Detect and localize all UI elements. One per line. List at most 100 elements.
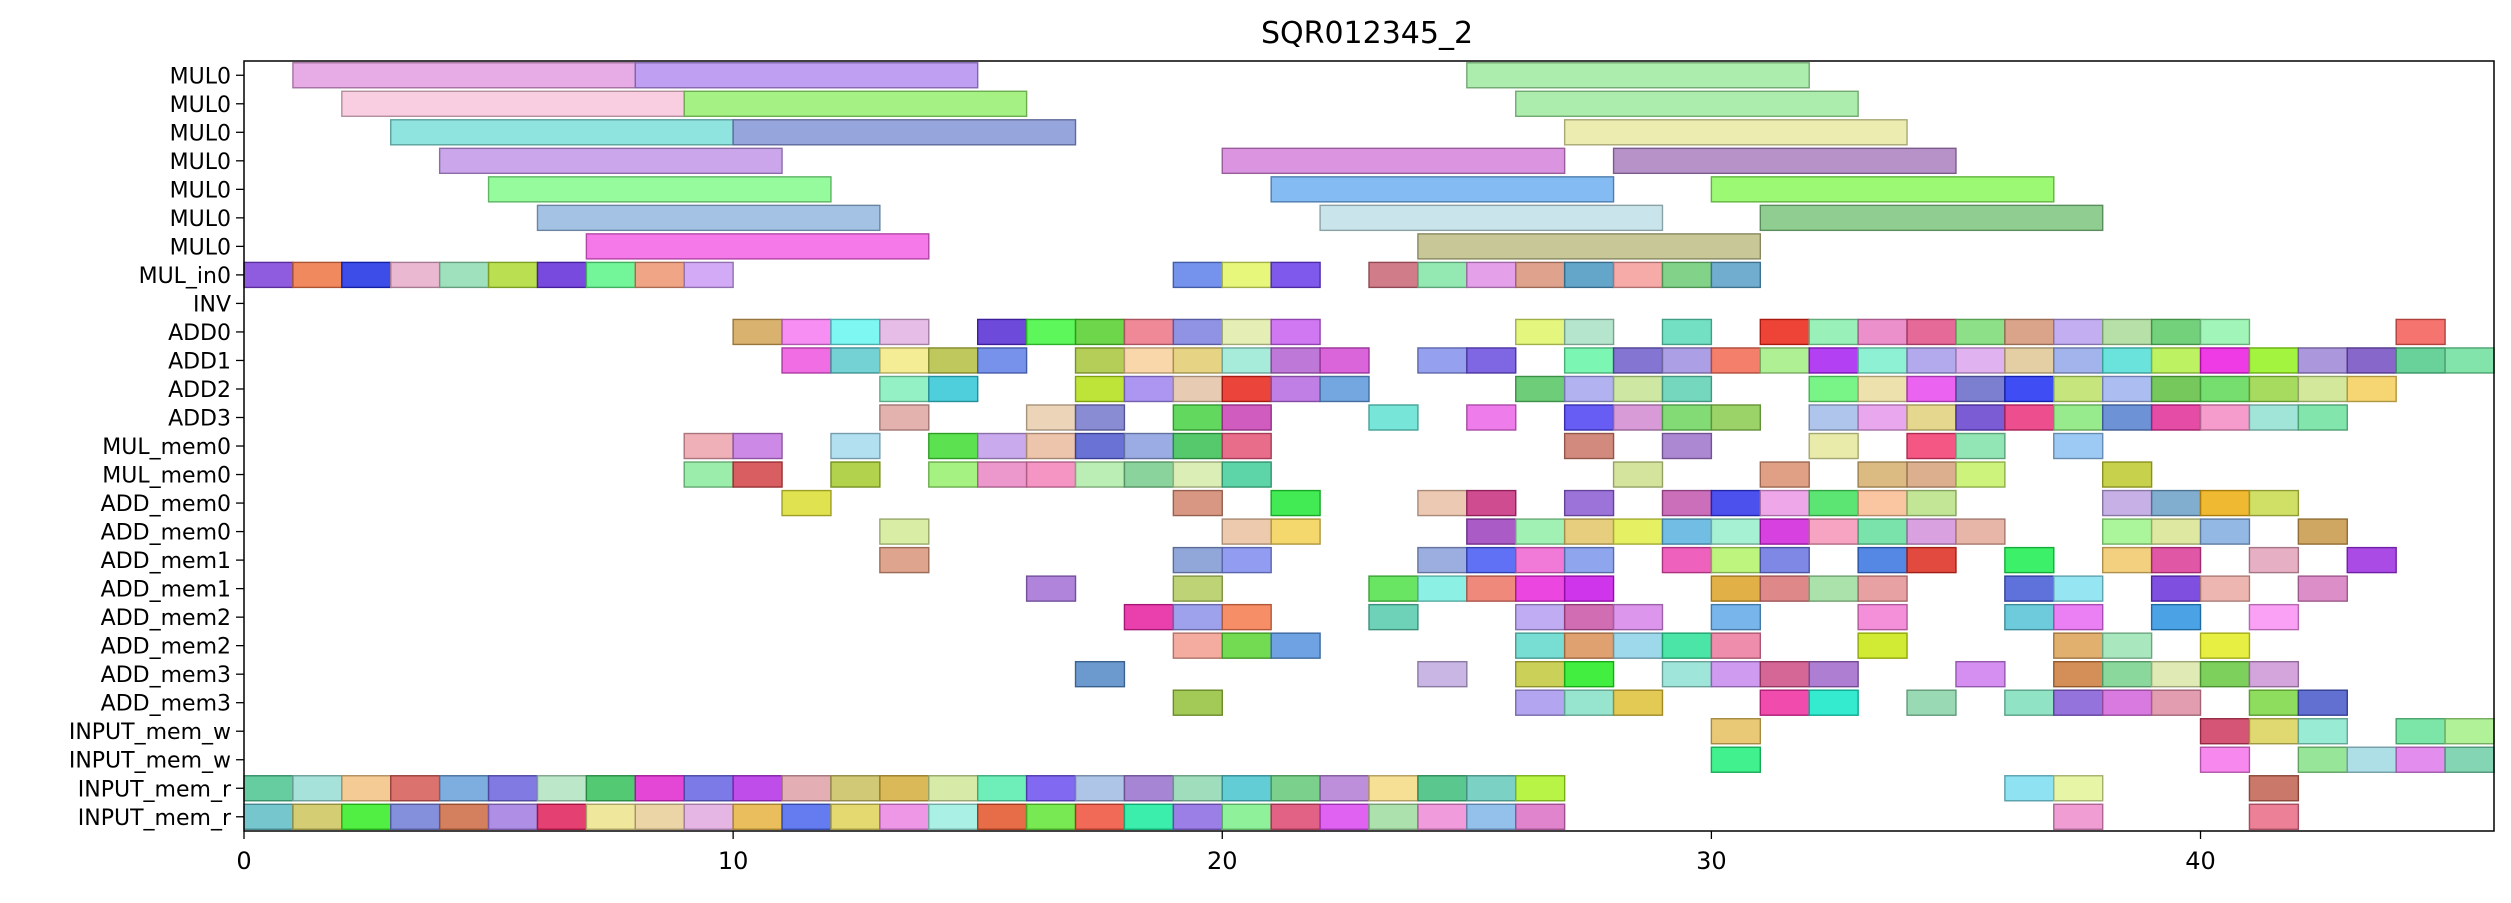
task-bar <box>879 803 930 830</box>
task-bar <box>781 803 832 830</box>
task-bar <box>781 775 832 802</box>
task-bar <box>1172 432 1223 460</box>
task-bar <box>487 803 539 830</box>
task-bar <box>1270 775 1321 802</box>
task-bar <box>928 461 979 488</box>
task-bar <box>2004 318 2055 346</box>
task-bar <box>1270 375 1321 403</box>
task-bar <box>634 803 685 830</box>
task-bar <box>1515 518 1566 545</box>
task-bar <box>1759 318 1810 346</box>
task-bar <box>1906 546 1957 574</box>
task-bar <box>2248 660 2300 688</box>
task-bar <box>1906 375 1957 403</box>
task-bar <box>928 775 979 802</box>
task-bar <box>2004 775 2055 802</box>
task-bar <box>1955 347 2006 374</box>
y-tick-label: ADD_mem2 <box>101 635 231 660</box>
task-bar <box>1710 489 1762 517</box>
task-bar <box>1955 518 2006 545</box>
task-bar <box>2199 746 2251 773</box>
task-bar <box>1515 546 1566 574</box>
task-bar <box>1563 375 1615 403</box>
task-bar <box>1906 318 1957 346</box>
task-bar <box>438 147 783 175</box>
task-bar <box>390 261 441 289</box>
task-bar <box>1612 632 1664 659</box>
y-tick-label: ADD1 <box>168 349 231 374</box>
task-bar <box>683 803 734 830</box>
task-bar <box>2101 489 2153 517</box>
task-bar <box>1221 432 1272 460</box>
task-bar <box>1710 660 1762 688</box>
y-tick-label: INPUT_mem_r <box>78 777 232 802</box>
task-bar <box>1710 575 1762 602</box>
task-bar <box>1221 461 1272 488</box>
task-bar <box>1123 375 1175 403</box>
task-bar <box>1515 318 1566 346</box>
task-bar <box>1857 318 1908 346</box>
task-bar <box>243 803 294 830</box>
task-bar <box>1172 489 1223 517</box>
task-bar <box>1612 375 1664 403</box>
task-bar <box>292 775 343 802</box>
task-bar <box>292 803 343 830</box>
task-bar <box>1563 432 1615 460</box>
task-bar <box>1563 318 1615 346</box>
task-bar <box>1221 603 1272 631</box>
task-bar <box>2101 518 2153 545</box>
task-bar <box>1515 803 1566 830</box>
task-bar <box>1563 347 1615 374</box>
task-bar <box>1172 318 1223 346</box>
task-bar <box>1221 147 1566 175</box>
task-bar <box>1563 575 1615 602</box>
y-tick-label: MUL_in0 <box>139 264 231 289</box>
task-bar <box>1710 518 1762 545</box>
task-bar <box>1808 660 1859 688</box>
x-tick-label: 10 <box>718 847 749 875</box>
task-bar <box>1906 432 1957 460</box>
task-bar <box>1368 575 1419 602</box>
task-bar <box>1221 775 1272 802</box>
task-bar <box>1417 546 1468 574</box>
task-bar <box>2199 404 2251 431</box>
task-bar <box>2053 575 2104 602</box>
task-bar <box>1661 375 1713 403</box>
task-bar <box>1074 318 1126 346</box>
task-bar <box>683 261 734 289</box>
y-tick-label: INPUT_mem_w <box>69 749 231 774</box>
task-bar <box>1025 318 1077 346</box>
task-bar <box>1808 347 1859 374</box>
task-bar <box>2004 689 2055 716</box>
task-bar <box>1955 318 2006 346</box>
y-tick-label: MUL0 <box>170 64 231 89</box>
task-bar <box>683 432 734 460</box>
task-bar <box>1906 489 1957 517</box>
y-tick-label: INPUT_mem_w <box>69 720 231 745</box>
task-bar <box>1710 632 1762 659</box>
task-bar <box>2444 347 2495 374</box>
task-bar <box>1661 347 1713 374</box>
task-bar <box>1123 803 1175 830</box>
task-bar <box>1563 404 1615 431</box>
task-bar <box>1759 347 1810 374</box>
task-bar <box>1417 775 1468 802</box>
task-bar <box>1515 775 1566 802</box>
task-bar <box>1857 347 1908 374</box>
task-bar <box>1808 375 1859 403</box>
task-bar <box>1221 375 1272 403</box>
task-bar <box>732 432 783 460</box>
task-bar <box>2053 632 2104 659</box>
task-bar <box>438 261 490 289</box>
task-bar <box>1221 546 1272 574</box>
task-bar <box>1319 375 1370 403</box>
task-bar <box>683 90 1028 117</box>
task-bar <box>2297 575 2348 602</box>
task-bar <box>2395 746 2446 773</box>
task-bar <box>1612 461 1664 488</box>
task-bar <box>1563 546 1615 574</box>
task-bar <box>879 404 930 431</box>
task-bar <box>1417 575 1468 602</box>
task-bar <box>2053 689 2104 716</box>
task-bar <box>1466 518 1517 545</box>
